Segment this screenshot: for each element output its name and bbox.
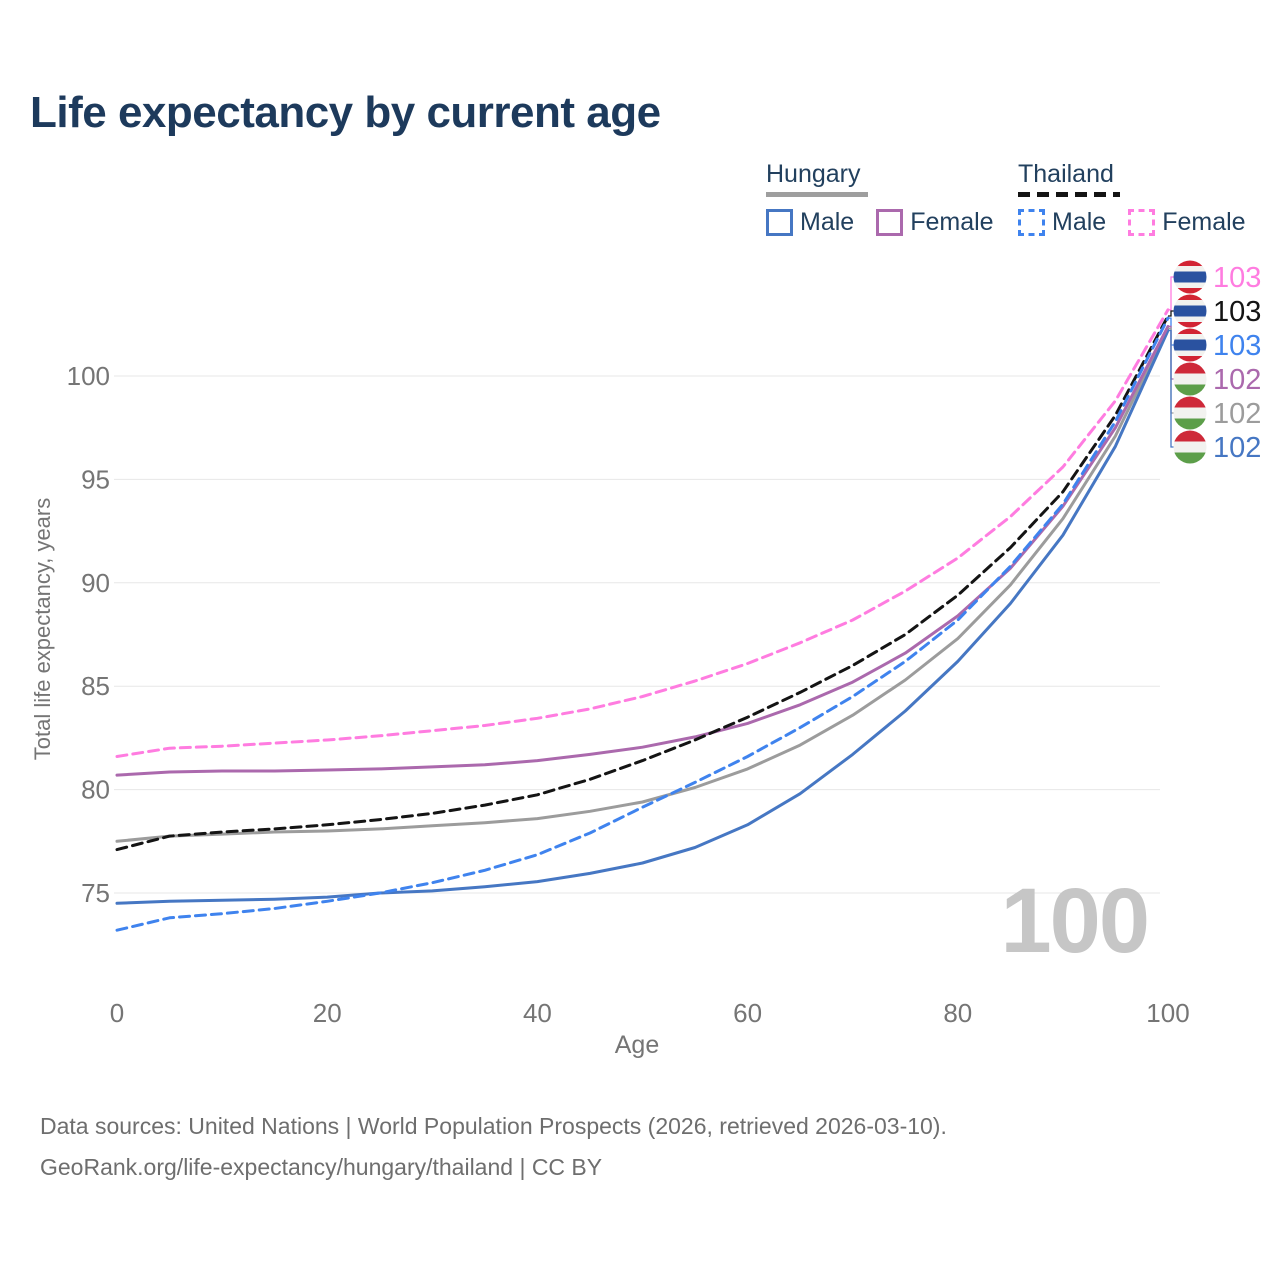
- series-line-th_total: [115, 314, 1170, 852]
- legend-group-hungary: Hungary Male Female: [766, 160, 1016, 237]
- end-label-value-th_female: 103: [1213, 262, 1261, 294]
- legend-label: Female: [1162, 208, 1246, 236]
- thailand-dashed-line-swatch: [1018, 192, 1120, 197]
- series-line-th_male: [115, 316, 1170, 932]
- y-tick-75: 75: [81, 878, 110, 908]
- y-tick-85: 85: [81, 671, 110, 701]
- end-label-value-hu_female: 102: [1213, 364, 1261, 396]
- legend-label: Female: [910, 208, 994, 236]
- hungary-solid-line-swatch: [766, 192, 868, 197]
- x-tick-100: 100: [1146, 998, 1189, 1028]
- y-tick-100: 100: [67, 361, 110, 391]
- thailand-female-swatch-icon: [1128, 209, 1156, 236]
- hungary-flag-icon: [1173, 430, 1207, 464]
- end-label-value-th_total: 103: [1213, 296, 1261, 328]
- end-label-leader-th_total: [1168, 310, 1174, 317]
- hungary-female-swatch-icon: [876, 209, 904, 236]
- attribution-url-text: GeoRank.org/life-expectancy/hungary/thai…: [40, 1154, 603, 1180]
- age-watermark: 100: [1001, 870, 1149, 972]
- x-tick-0: 0: [110, 998, 124, 1028]
- end-label-value-hu_total: 102: [1213, 398, 1261, 430]
- end-label-leader-th_female: [1168, 276, 1174, 311]
- thailand-flag-icon: [1173, 294, 1207, 328]
- end-label-value-hu_male: 102: [1213, 432, 1261, 464]
- legend-item-thailand-male[interactable]: Male: [1018, 208, 1106, 237]
- y-tick-80: 80: [81, 775, 110, 805]
- hungary-flag-icon: [1173, 396, 1207, 430]
- x-tick-40: 40: [523, 998, 552, 1028]
- legend-country-thailand: Thailand: [1018, 160, 1114, 188]
- series-line-hu_male: [115, 329, 1170, 905]
- thailand-male-swatch-icon: [1018, 209, 1045, 236]
- legend-item-thailand-female[interactable]: Female: [1128, 208, 1246, 237]
- series-line-th_female: [115, 308, 1170, 758]
- y-tick-95: 95: [81, 464, 110, 494]
- legend-group-thailand: Thailand Male Female: [1018, 160, 1268, 237]
- legend-country-hungary: Hungary: [766, 160, 861, 188]
- legend-item-hungary-female[interactable]: Female: [876, 208, 994, 237]
- hungary-male-swatch-icon: [766, 209, 793, 236]
- x-tick-60: 60: [733, 998, 762, 1028]
- x-tick-80: 80: [943, 998, 972, 1028]
- end-label-leader-hu_male: [1168, 329, 1174, 448]
- end-label-value-th_male: 103: [1213, 330, 1261, 362]
- legend-item-hungary-male[interactable]: Male: [766, 208, 854, 237]
- hungary-flag-icon: [1173, 362, 1207, 396]
- series-line-hu_female: [115, 324, 1170, 777]
- legend-label: Male: [1052, 208, 1107, 236]
- x-tick-20: 20: [313, 998, 342, 1028]
- thailand-flag-icon: [1173, 328, 1207, 362]
- data-source-text: Data sources: United Nations | World Pop…: [40, 1113, 947, 1139]
- thailand-flag-icon: [1173, 260, 1207, 294]
- series-line-hu_total: [115, 326, 1170, 843]
- x-axis-label: Age: [615, 1031, 659, 1059]
- chart-title: Life expectancy by current age: [30, 88, 661, 137]
- y-axis-label: Total life expectancy, years: [30, 498, 55, 761]
- y-tick-90: 90: [81, 568, 110, 598]
- footer: Data sources: United Nations | World Pop…: [40, 1106, 947, 1188]
- legend-label: Male: [800, 208, 855, 236]
